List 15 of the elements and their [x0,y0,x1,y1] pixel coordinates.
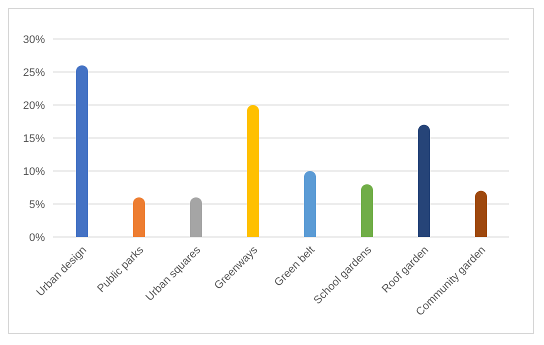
bar [190,197,202,237]
bar [247,105,259,237]
bar [418,124,430,237]
bar [475,190,487,237]
y-tick-label: 20% [22,100,46,112]
bar [133,197,145,237]
y-tick-label: 10% [22,166,46,178]
bar [361,184,373,237]
y-tick-label: 5% [29,198,46,211]
y-tick-label: 15% [22,132,46,145]
bar [76,65,88,237]
bar [304,171,316,237]
y-tick-label: 30% [22,34,46,46]
y-tick-label: 0% [29,232,46,244]
y-tick-label: 25% [22,66,46,79]
